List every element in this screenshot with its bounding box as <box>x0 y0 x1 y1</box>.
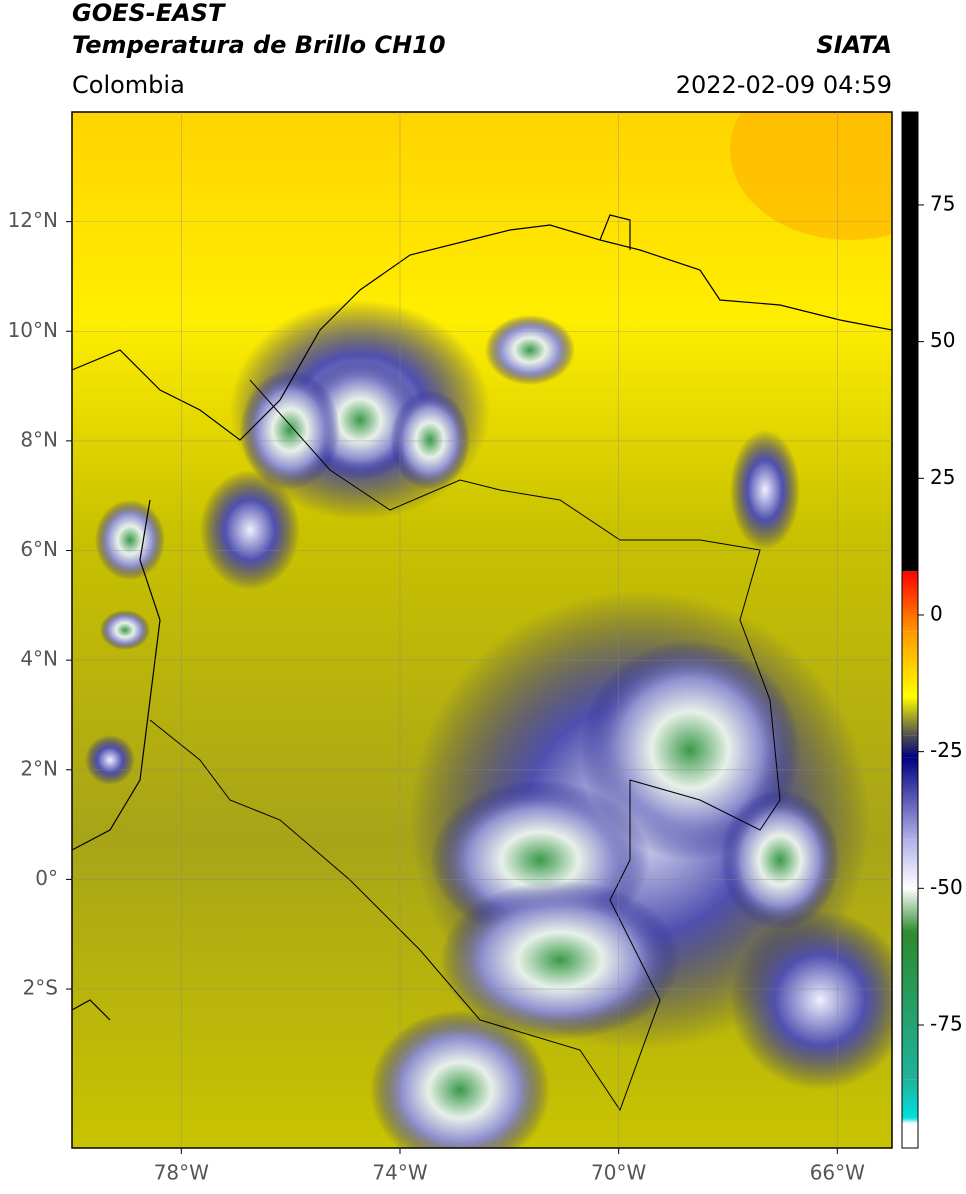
colorbar-segment <box>902 1080 918 1118</box>
colorbar-tick-label: 75 <box>930 191 955 215</box>
x-tick-label: 70°W <box>591 1161 646 1185</box>
subtitle: Temperatura de Brillo CH10 <box>72 31 446 59</box>
colorbar-segment <box>902 697 918 735</box>
source: SIATA <box>816 31 892 59</box>
satellite-image <box>72 60 966 1170</box>
colorbar-tick-label: 25 <box>930 465 955 489</box>
colorbar-segment <box>902 932 918 1080</box>
colorbar-segment <box>902 112 918 571</box>
x-tick-label: 74°W <box>372 1161 427 1185</box>
colorbar-tick-label: 50 <box>930 328 955 352</box>
colorbar-tick-label: 0 <box>930 601 943 625</box>
datetime: 2022-02-09 04:59 <box>676 71 892 99</box>
title: GOES-EAST <box>72 0 226 27</box>
x-tick-label: 78°W <box>154 1161 209 1185</box>
y-tick-label: 6°N <box>20 537 58 561</box>
colorbar-tick-label: -75 <box>930 1011 963 1035</box>
x-tick-label: 66°W <box>810 1161 865 1185</box>
colorbar-segment <box>902 839 918 888</box>
region: Colombia <box>72 71 185 99</box>
colorbar-segment <box>902 1123 918 1148</box>
colorbar-segment <box>902 888 918 932</box>
colorbar-tick-label: -50 <box>930 875 963 899</box>
y-tick-label: 2°S <box>23 976 58 1000</box>
colorbar-segment <box>902 757 918 839</box>
colorbar-segment <box>902 631 918 697</box>
y-tick-label: 4°N <box>20 647 58 671</box>
colorbar-segment <box>902 1118 918 1123</box>
y-tick-label: 2°N <box>20 756 58 780</box>
y-tick-label: 10°N <box>8 318 58 342</box>
colorbar-segment <box>902 735 918 757</box>
y-tick-label: 12°N <box>8 208 58 232</box>
colorbar-tick-label: -25 <box>930 738 963 762</box>
y-tick-label: 8°N <box>20 427 58 451</box>
colorbar-segment <box>902 571 918 631</box>
y-tick-label: 0° <box>35 866 58 890</box>
